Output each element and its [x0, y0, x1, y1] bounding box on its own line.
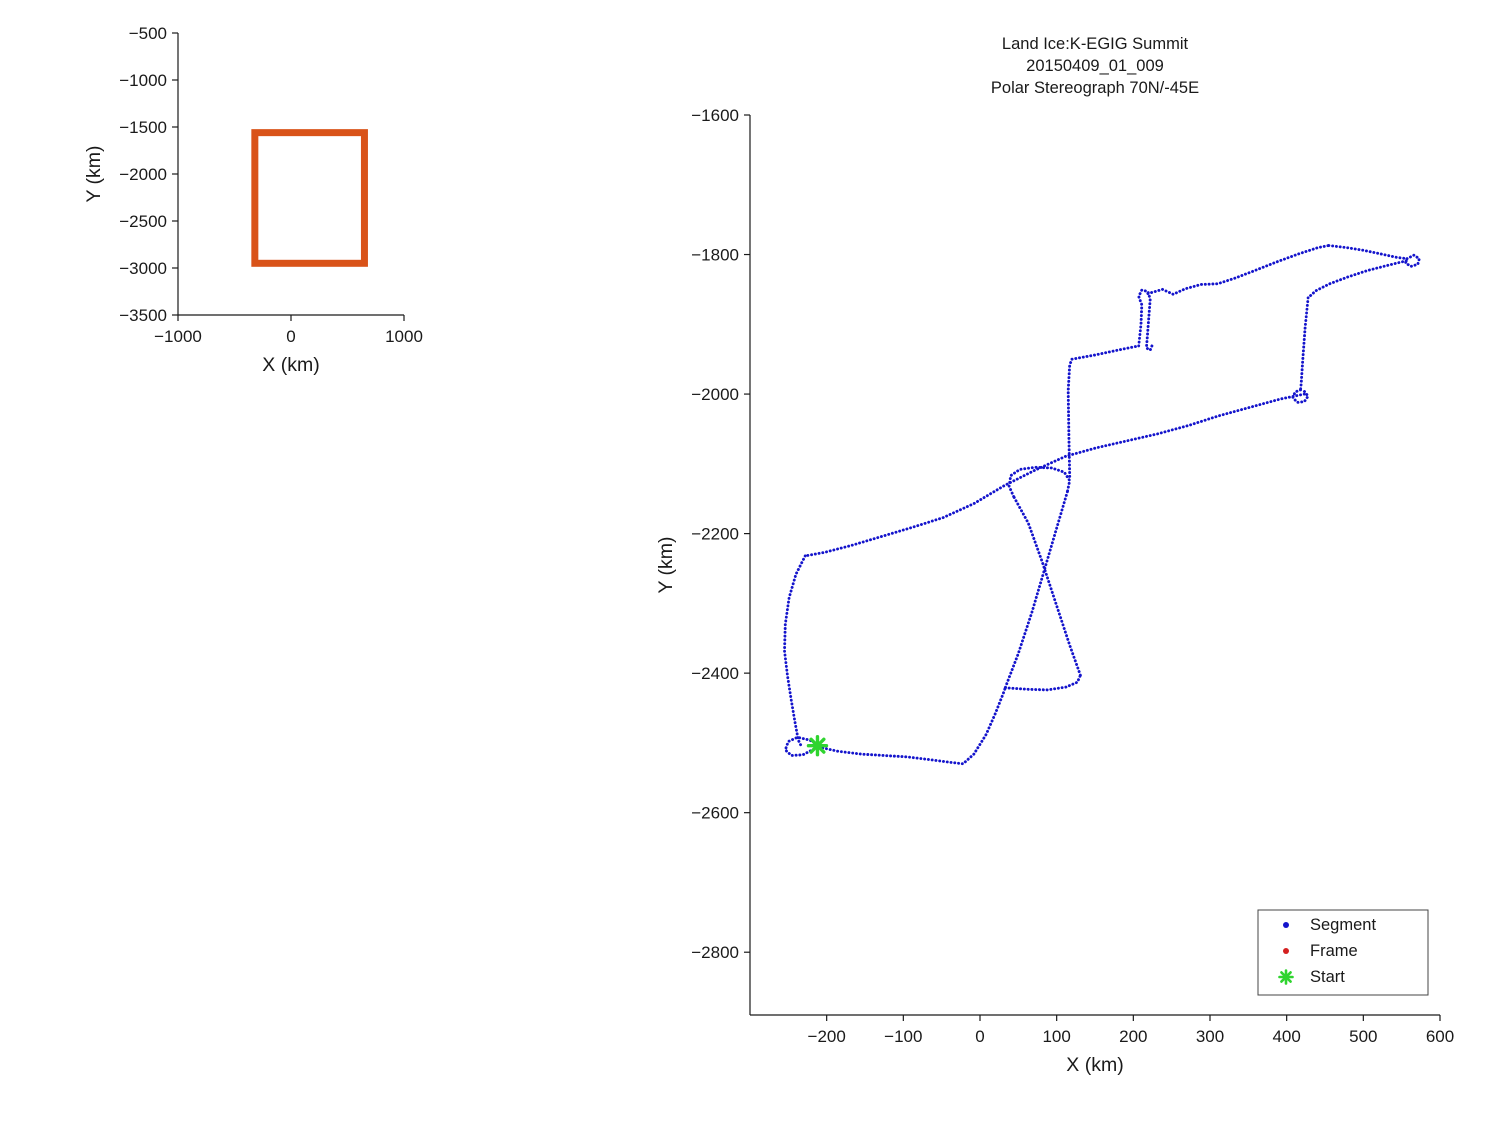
overview-map-chart: −1000 0 1000 −500 −1000 −1500 −2000 −2500 −3000 −… [83, 24, 423, 376]
y-axis-label: Y (km) [83, 145, 105, 202]
y-tick-label: −2600 [691, 804, 739, 823]
track-segment [1306, 259, 1408, 300]
x-axis-label: X (km) [262, 354, 319, 376]
track-segment [1003, 673, 1082, 692]
chart-title-line: Polar Stereograph 70N/-45E [991, 79, 1199, 97]
legend-marker-dot [1283, 922, 1289, 928]
legend-marker-star [1278, 969, 1294, 985]
track-segment [1003, 490, 1069, 690]
track-segment [1007, 465, 1072, 499]
track-segment [1327, 244, 1409, 261]
track-segment [1146, 244, 1331, 296]
track-segment [1012, 495, 1082, 677]
track-segment [1404, 253, 1421, 268]
legend-entry-label: Frame [1310, 942, 1358, 960]
y-tick-label: −3000 [119, 259, 167, 278]
star-center [814, 742, 821, 749]
y-tick-label: −1000 [119, 71, 167, 90]
track-segment [803, 392, 1306, 558]
track-segment [783, 554, 807, 748]
track-segment [1299, 296, 1310, 392]
star-center [1283, 974, 1289, 980]
y-axis-label: Y (km) [655, 536, 677, 593]
legend: Segment Frame Start [1257, 909, 1429, 996]
y-tick-label: −2000 [119, 165, 167, 184]
x-tick-label: 0 [975, 1027, 984, 1046]
y-tick-label: −2000 [691, 385, 739, 404]
y-tick-label: −500 [129, 24, 167, 43]
x-tick-label: −1000 [154, 327, 202, 346]
x-tick-label: 600 [1426, 1027, 1454, 1046]
y-tick-label: −2400 [691, 664, 739, 683]
x-tick-label: 1000 [385, 327, 423, 346]
x-tick-label: 200 [1119, 1027, 1147, 1046]
coverage-rect [251, 129, 368, 267]
track-segment [1066, 357, 1074, 478]
track-segment [1137, 288, 1154, 352]
x-tick-label: −100 [884, 1027, 922, 1046]
x-tick-label: 300 [1196, 1027, 1224, 1046]
x-tick-label: 400 [1272, 1027, 1300, 1046]
track-segment [1291, 388, 1310, 404]
track-segment [1070, 344, 1141, 361]
legend-entry-label: Start [1310, 968, 1345, 986]
x-axis-label: X (km) [1066, 1054, 1123, 1076]
y-tick-label: −2500 [119, 212, 167, 231]
y-tick-label: −3500 [119, 306, 167, 325]
y-tick-label: −1600 [691, 106, 739, 125]
flight-track-chart: −200 −100 0 100 200 300 400 500 600 −1600 −1800 −20… [655, 35, 1454, 1076]
x-tick-label: 0 [286, 327, 295, 346]
x-tick-label: 500 [1349, 1027, 1377, 1046]
y-tick-label: −2200 [691, 525, 739, 544]
x-tick-label: −200 [808, 1027, 846, 1046]
y-tick-label: −1800 [691, 246, 739, 265]
start-marker [806, 734, 829, 757]
chart-title-line: 20150409_01_009 [1026, 57, 1164, 75]
y-tick-label: −2800 [691, 943, 739, 962]
chart-title-line: Land Ice:K-EGIG Summit [1002, 35, 1189, 53]
y-tick-label: −1500 [119, 118, 167, 137]
x-tick-label: 100 [1042, 1027, 1070, 1046]
legend-entry-label: Segment [1310, 916, 1376, 934]
legend-marker-dot [1283, 948, 1289, 954]
track-segment [817, 686, 1007, 766]
